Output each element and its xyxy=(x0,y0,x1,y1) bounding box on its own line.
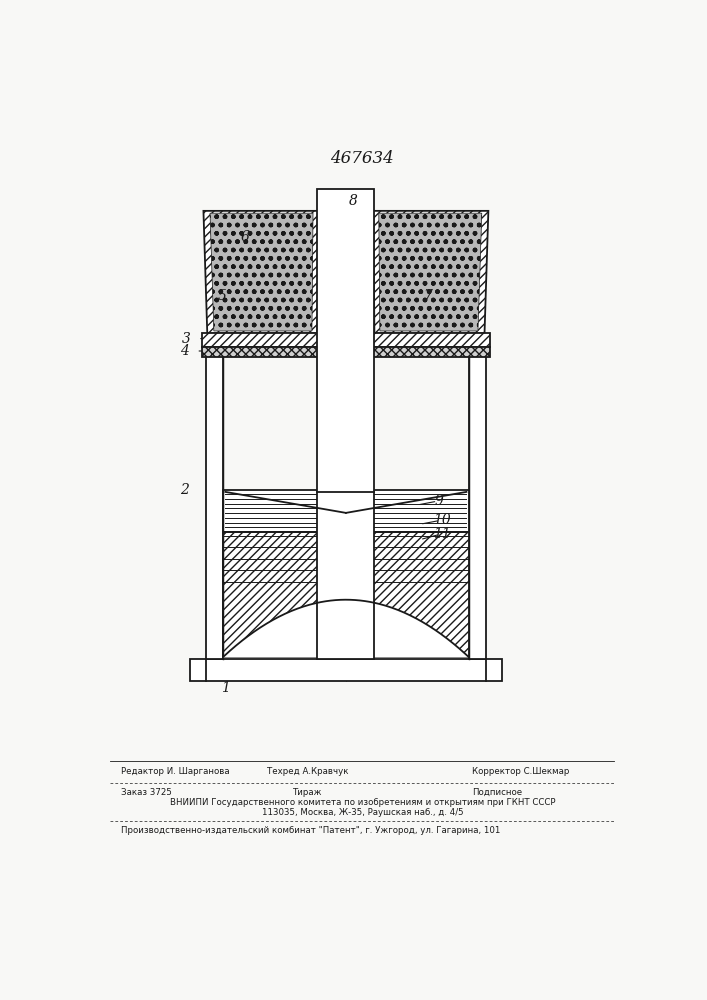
Text: 10: 10 xyxy=(433,513,450,527)
Text: Производственно-издательский комбинат "Патент", г. Ужгород, ул. Гагарина, 101: Производственно-издательский комбинат "П… xyxy=(122,826,501,835)
Bar xyxy=(317,189,375,659)
Text: Тираж: Тираж xyxy=(293,788,322,797)
Text: 8: 8 xyxy=(349,194,358,208)
Text: 4: 4 xyxy=(180,344,189,358)
Text: Техред А.Кравчук: Техред А.Кравчук xyxy=(267,767,349,776)
Text: Заказ 3725: Заказ 3725 xyxy=(122,788,172,797)
Text: 6: 6 xyxy=(240,230,249,244)
Bar xyxy=(201,333,490,347)
Bar xyxy=(201,347,490,357)
Polygon shape xyxy=(379,213,481,331)
Text: 11: 11 xyxy=(433,527,450,541)
Text: 113035, Москва, Ж-35, Раушская наб., д. 4/5: 113035, Москва, Ж-35, Раушская наб., д. … xyxy=(262,808,463,817)
Text: Корректор С.Шекмар: Корректор С.Шекмар xyxy=(472,767,569,776)
Text: Подписное: Подписное xyxy=(472,788,522,797)
Polygon shape xyxy=(223,600,468,657)
Text: 9: 9 xyxy=(435,494,443,508)
Bar xyxy=(223,490,469,532)
Text: 3: 3 xyxy=(182,332,190,346)
Text: 467634: 467634 xyxy=(330,150,395,167)
Bar xyxy=(469,347,486,659)
Polygon shape xyxy=(204,211,319,333)
Text: ВНИИПИ Государственного комитета по изобретениям и открытиям при ГКНТ СССР: ВНИИПИ Государственного комитета по изоб… xyxy=(170,798,555,807)
Bar xyxy=(223,532,469,657)
Text: 2: 2 xyxy=(180,483,189,497)
Polygon shape xyxy=(210,213,313,331)
Text: Редактор И. Шарганова: Редактор И. Шарганова xyxy=(122,767,230,776)
Text: 7: 7 xyxy=(423,289,433,303)
Bar xyxy=(189,659,502,681)
Bar xyxy=(206,347,223,659)
Text: 1: 1 xyxy=(221,681,230,695)
Text: 5: 5 xyxy=(218,289,227,303)
Polygon shape xyxy=(373,211,489,333)
